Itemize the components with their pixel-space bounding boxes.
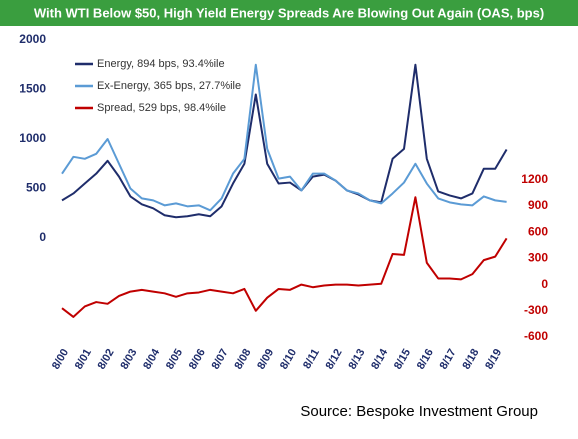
x-tick-label: 8/17 (438, 347, 459, 372)
y-tick-label: 500 (26, 181, 46, 195)
y2-tick-label: 600 (528, 224, 548, 238)
y2-tick-label: 0 (541, 277, 548, 291)
x-tick-label: 8/02 (96, 347, 117, 372)
x-tick-label: 8/06 (187, 347, 208, 372)
y-tick-label: 0 (39, 230, 46, 244)
chart-title: With WTI Below $50, High Yield Energy Sp… (34, 5, 544, 20)
x-tick-label: 8/07 (210, 347, 231, 372)
y2-tick-label: 900 (528, 198, 548, 212)
x-tick-label: 8/14 (369, 346, 391, 371)
x-tick-label: 8/19 (483, 347, 504, 372)
y-tick-label: 1500 (19, 82, 46, 96)
y2-tick-label: -300 (524, 303, 548, 317)
y2-tick-label: 1200 (521, 172, 548, 186)
y-tick-label: 1000 (19, 131, 46, 145)
legend-label: Spread, 529 bps, 98.4%ile (97, 102, 226, 114)
x-tick-label: 8/00 (50, 347, 71, 372)
x-tick-label: 8/08 (232, 347, 253, 372)
x-tick-label: 8/13 (346, 347, 367, 372)
legend-label: Energy, 894 bps, 93.4%ile (97, 58, 225, 70)
x-tick-label: 8/15 (392, 347, 413, 372)
x-tick-label: 8/11 (301, 347, 322, 371)
y2-tick-label: -600 (524, 329, 548, 343)
source: Source: Bespoke Investment Group (300, 403, 538, 420)
series-line (61, 196, 508, 318)
y2-tick-label: 300 (528, 251, 548, 265)
x-tick-label: 8/10 (278, 347, 299, 372)
x-tick-label: 8/18 (460, 347, 481, 372)
x-tick-label: 8/04 (141, 346, 163, 371)
x-tick-label: 8/09 (255, 347, 276, 372)
x-tick-label: 8/01 (73, 347, 94, 372)
series-line (61, 63, 508, 219)
y-tick-label: 2000 (19, 32, 46, 46)
x-tick-label: 8/03 (118, 347, 139, 372)
title-banner (0, 0, 578, 26)
legend-label: Ex-Energy, 365 bps, 27.7%ile (97, 80, 241, 92)
series-line (61, 63, 507, 212)
x-tick-label: 8/16 (415, 347, 436, 372)
x-tick-label: 8/12 (324, 347, 345, 372)
x-tick-label: 8/05 (164, 347, 185, 372)
